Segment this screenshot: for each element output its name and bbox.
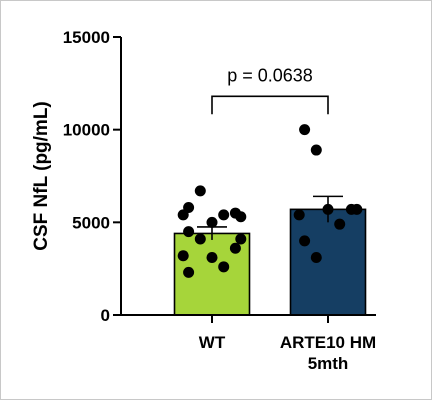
data-point-0-10 bbox=[229, 242, 241, 254]
significance-annotation: p = 0.0638 bbox=[211, 65, 329, 115]
data-point-0-5 bbox=[206, 216, 218, 228]
data-point-0-13 bbox=[218, 261, 230, 273]
data-point-1-8 bbox=[310, 252, 322, 264]
y-tick-label: 5000 bbox=[72, 213, 110, 232]
data-point-0-1 bbox=[194, 185, 206, 197]
data-point-1-6 bbox=[334, 218, 346, 230]
data-point-1-4 bbox=[293, 209, 305, 221]
data-point-1-0 bbox=[299, 124, 311, 136]
x-axis: WT ARTE10 HM 5mth bbox=[121, 314, 376, 373]
data-point-0-14 bbox=[183, 266, 195, 278]
data-point-1-7 bbox=[299, 235, 311, 247]
x-category-label: WT bbox=[199, 333, 226, 352]
y-tick-label: 15000 bbox=[63, 28, 110, 47]
data-points bbox=[177, 124, 363, 278]
data-point-0-3 bbox=[229, 207, 241, 219]
bar-1 bbox=[289, 208, 367, 316]
data-point-1-3 bbox=[345, 203, 357, 215]
significance-bracket bbox=[211, 95, 329, 115]
data-point-0-4 bbox=[177, 209, 189, 221]
y-tick-label: 0 bbox=[101, 306, 110, 325]
data-point-1-1 bbox=[310, 144, 322, 156]
data-point-0-8 bbox=[194, 233, 206, 245]
y-tick-label: 10000 bbox=[63, 121, 110, 140]
data-point-0-6 bbox=[218, 209, 230, 221]
y-axis-label: CSF NfL (pg/mL) bbox=[31, 101, 52, 251]
y-axis: 0 5000 10000 15000 bbox=[63, 28, 122, 325]
x-category-label: ARTE10 HM bbox=[280, 333, 376, 352]
x-category-label: 5mth bbox=[308, 354, 349, 373]
data-point-0-11 bbox=[177, 250, 189, 262]
data-point-1-5 bbox=[322, 203, 334, 215]
data-point-0-7 bbox=[183, 226, 195, 238]
data-point-0-12 bbox=[206, 252, 218, 264]
p-value-label: p = 0.0638 bbox=[227, 65, 313, 85]
data-point-0-9 bbox=[235, 233, 247, 245]
